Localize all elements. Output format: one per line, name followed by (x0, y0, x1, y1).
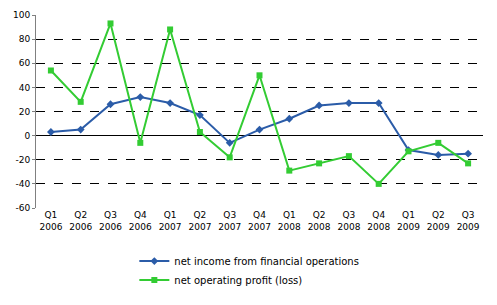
svg-text:Q22009: Q22009 (427, 210, 450, 232)
svg-text:Q22008: Q22008 (308, 210, 331, 232)
svg-text:Q32008: Q32008 (337, 210, 360, 232)
svg-text:Q32007: Q32007 (218, 210, 241, 232)
svg-text:60: 60 (19, 58, 31, 68)
svg-text:net operating profit (loss): net operating profit (loss) (174, 275, 302, 286)
svg-text:Q32009: Q32009 (457, 210, 480, 232)
svg-text:Q12007: Q12007 (159, 210, 182, 232)
svg-text:Q42007: Q42007 (248, 210, 271, 232)
svg-text:Q22006: Q22006 (69, 210, 92, 232)
svg-text:net income from financial oper: net income from financial operations (174, 256, 359, 267)
svg-text:0: 0 (24, 131, 30, 141)
svg-text:-40: -40 (15, 179, 30, 189)
svg-text:100: 100 (13, 10, 30, 20)
svg-text:Q22007: Q22007 (188, 210, 211, 232)
svg-text:-60: -60 (15, 203, 30, 213)
svg-text:Q42008: Q42008 (367, 210, 390, 232)
svg-text:Q32006: Q32006 (99, 210, 122, 232)
svg-text:Q42006: Q42006 (129, 210, 152, 232)
svg-text:Q12009: Q12009 (397, 210, 420, 232)
svg-text:Q12008: Q12008 (278, 210, 301, 232)
svg-text:-20: -20 (15, 155, 30, 165)
svg-text:40: 40 (19, 83, 31, 93)
svg-text:80: 80 (19, 34, 31, 44)
svg-text:20: 20 (19, 107, 31, 117)
svg-text:Q12006: Q12006 (39, 210, 62, 232)
